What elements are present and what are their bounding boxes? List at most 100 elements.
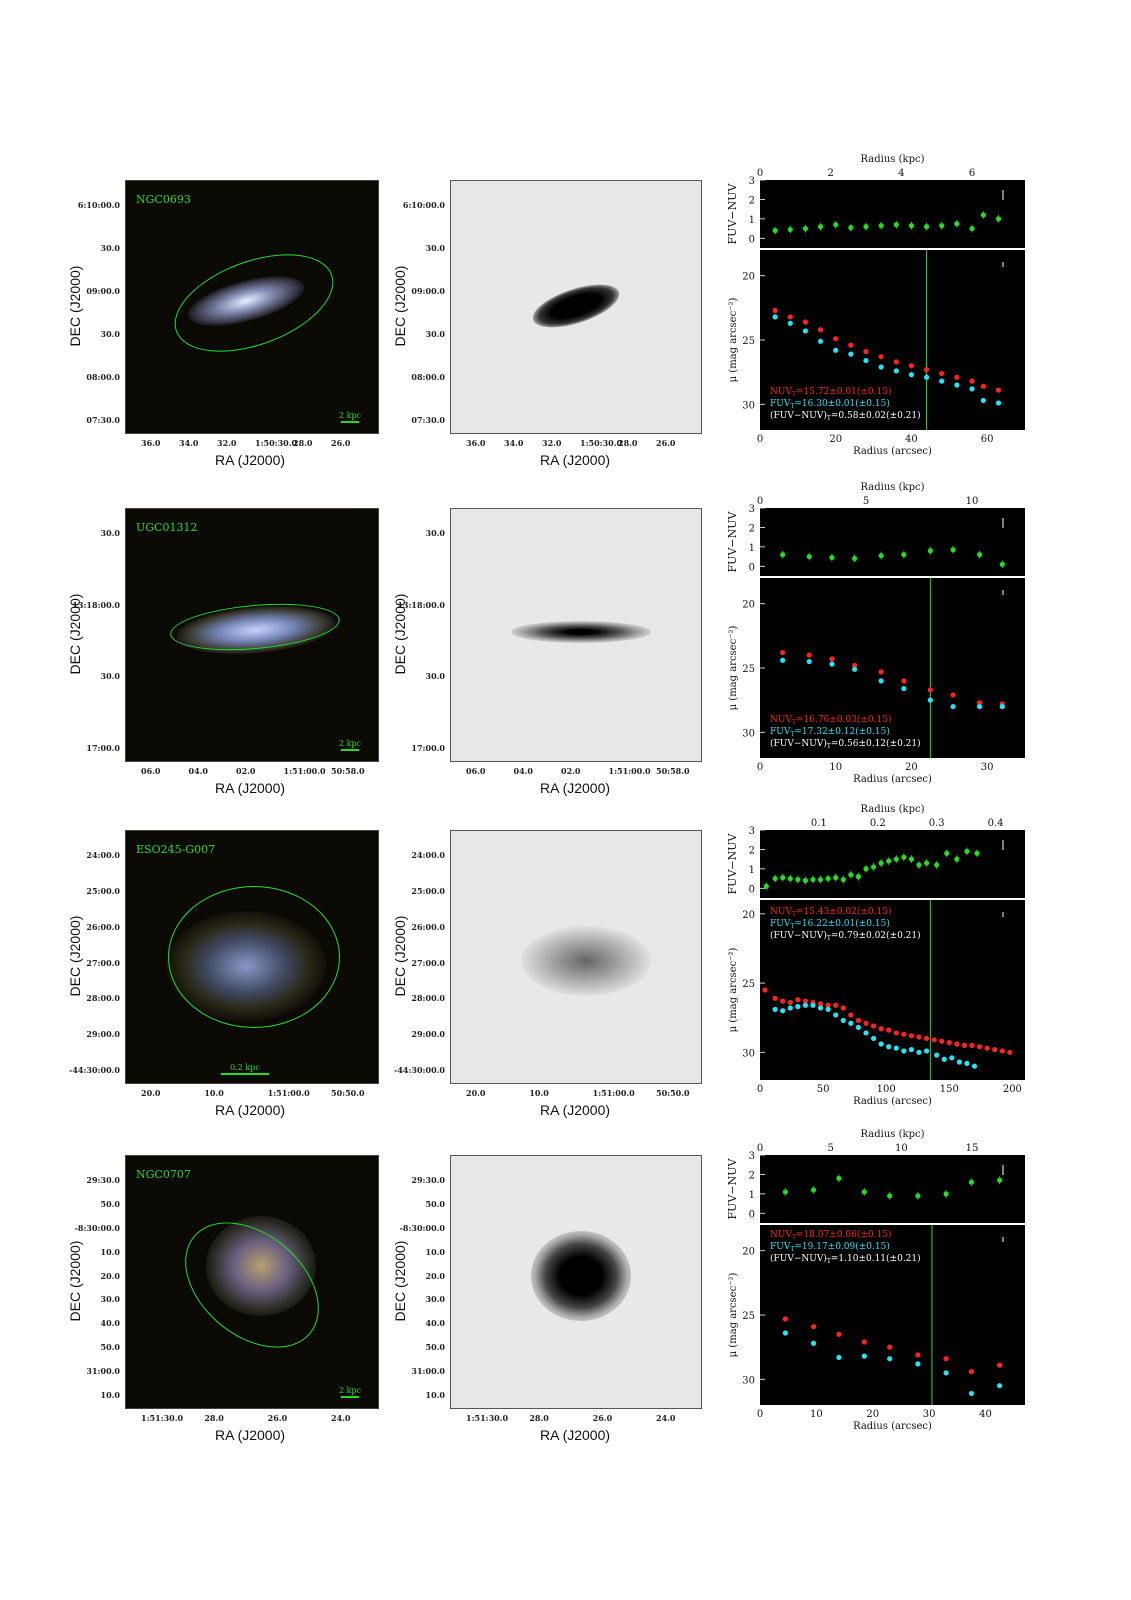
subscript: T xyxy=(827,1258,831,1265)
ra-tick-label: 36.0 xyxy=(141,438,161,448)
kpc-tick-label: 0 xyxy=(757,168,763,179)
color-point xyxy=(915,1193,921,1199)
ra-tick-label: 50:58.0 xyxy=(656,766,690,776)
dec-tick-label: -44:30:00.0 xyxy=(69,1065,120,1075)
color-point xyxy=(825,875,831,882)
galaxy-glow xyxy=(206,1216,316,1316)
nuv-point xyxy=(848,342,854,348)
fuv-point xyxy=(927,697,933,703)
nuv-point xyxy=(995,387,1002,393)
dec-tick-label: 30.0 xyxy=(100,1294,120,1305)
kpc-tick-label: 6 xyxy=(969,168,975,179)
mu-tick-label: 20 xyxy=(742,910,755,921)
color-point xyxy=(852,555,858,562)
mu-tick-label: 30 xyxy=(742,400,755,411)
ra-axis-label: RA (J2000) xyxy=(215,1102,286,1118)
color-point xyxy=(886,858,892,864)
mu-tick-label: 25 xyxy=(742,979,755,990)
fuv-point xyxy=(893,368,899,374)
nuv-point xyxy=(893,1030,899,1036)
fuv-point xyxy=(782,1330,788,1336)
ra-tick-label: 1:51:00.0 xyxy=(592,1088,635,1098)
mag-band: (FUV−NUV) xyxy=(770,410,827,421)
color-panel-bg xyxy=(760,830,1025,898)
color-point xyxy=(908,856,915,862)
nuv-point xyxy=(833,1002,839,1008)
color-panel-bg xyxy=(760,1155,1025,1223)
mu-tick-label: 20 xyxy=(742,1247,755,1258)
ra-axis-label: RA (J2000) xyxy=(215,780,286,796)
ra-axis-label: RA (J2000) xyxy=(540,780,611,796)
ra-tick-label: 28.0 xyxy=(293,438,313,448)
ra-tick-label: 10.0 xyxy=(204,1088,224,1098)
dec-tick-label: 30.0 xyxy=(425,528,445,538)
fuv-point xyxy=(795,1004,801,1010)
mag-band: FUV xyxy=(770,727,791,737)
galaxy-name: NGC0693 xyxy=(136,193,191,206)
color-point xyxy=(829,554,835,561)
mag-band: FUV xyxy=(770,919,791,929)
fuv-point xyxy=(943,1370,949,1376)
kpc-tick-label: 5 xyxy=(827,1143,833,1154)
fuv-point xyxy=(852,666,858,672)
color-point xyxy=(833,222,839,228)
color-point xyxy=(795,876,801,883)
x-tick-label: 30 xyxy=(923,1409,936,1420)
nuv-point xyxy=(787,314,793,320)
kpc-tick-label: 10 xyxy=(895,1143,908,1154)
dec-tick-label: 50.0 xyxy=(100,1198,120,1209)
profile-chart: 0 1 2 3 20 25 30 0 10 20 30 0 5 10 Radius (kpc) Radius … xyxy=(726,482,1025,785)
nuv-point xyxy=(908,363,915,369)
scale-bar: 0.2 kpc xyxy=(221,1063,269,1075)
mag-band: NUV xyxy=(770,1230,792,1240)
ra-tick-label: 26.0 xyxy=(592,1413,613,1423)
nuv-gray-image xyxy=(450,1155,702,1409)
nuv-point xyxy=(992,1046,998,1053)
dec-tick-label: 10.0 xyxy=(425,1246,445,1257)
scale-bar-label: 2 kpc xyxy=(338,411,362,420)
galaxy-blob xyxy=(531,1231,631,1321)
ra-tick-label: 1:50:30.0 xyxy=(580,438,623,448)
color-point xyxy=(964,848,970,854)
ra-tick-label: 34.0 xyxy=(179,438,199,448)
color-point xyxy=(943,1191,949,1197)
ra-tick-label: 28.0 xyxy=(204,1413,224,1423)
fuv-point xyxy=(878,364,884,370)
kpc-tick-label: 0.1 xyxy=(811,818,827,829)
ra-tick-label: 26.0 xyxy=(331,438,351,448)
kpc-tick-label: 0.4 xyxy=(988,818,1004,829)
nuv-point xyxy=(852,662,858,669)
nuv-point xyxy=(939,370,945,377)
mu-tick-label: 25 xyxy=(742,664,755,675)
dec-tick-label: 31:00.0 xyxy=(411,1366,445,1377)
fuv-point xyxy=(863,357,869,364)
mag-band: FUV xyxy=(770,1242,791,1252)
fuv-point xyxy=(999,703,1005,710)
mag-value: =17.32±0.12(±0.15) xyxy=(794,726,890,737)
subscript: T xyxy=(827,415,831,422)
color-point xyxy=(969,225,975,232)
profile-chart: 0 1 2 3 20 25 30 0 20 40 60 0 2 4 6 Radius (kpc) Radius … xyxy=(726,154,1025,457)
dec-tick-label: 09:00.0 xyxy=(411,286,445,296)
fuv-point xyxy=(941,1056,947,1062)
ra-axis-label: RA (J2000) xyxy=(540,1427,611,1443)
fuv-point xyxy=(787,1005,793,1011)
nuv-point xyxy=(969,1042,975,1048)
fuv-point xyxy=(908,1046,915,1053)
color-point xyxy=(787,875,793,882)
color-point xyxy=(974,850,980,856)
ra-axis-label: RA (J2000) xyxy=(215,452,286,468)
fuv-point xyxy=(802,1002,809,1008)
fuv-point xyxy=(825,1006,831,1012)
dec-tick-label: 30.0 xyxy=(425,329,445,339)
color-tick-label: 2 xyxy=(749,845,755,856)
scale-bar-line xyxy=(341,1396,359,1398)
dec-tick-label: 40.0 xyxy=(100,1318,120,1329)
fuv-point xyxy=(848,1020,854,1026)
magnitude-col: (FUV−NUV)T=0.58±0.02(±0.21) xyxy=(770,410,921,422)
ra-tick-label: 50:50.0 xyxy=(331,1088,365,1098)
ra-tick-label: 20.0 xyxy=(466,1088,486,1098)
nuv-point xyxy=(840,1005,846,1011)
color-tick-label: 0 xyxy=(749,1209,755,1220)
dec-tick-label: 10.0 xyxy=(100,1246,120,1257)
